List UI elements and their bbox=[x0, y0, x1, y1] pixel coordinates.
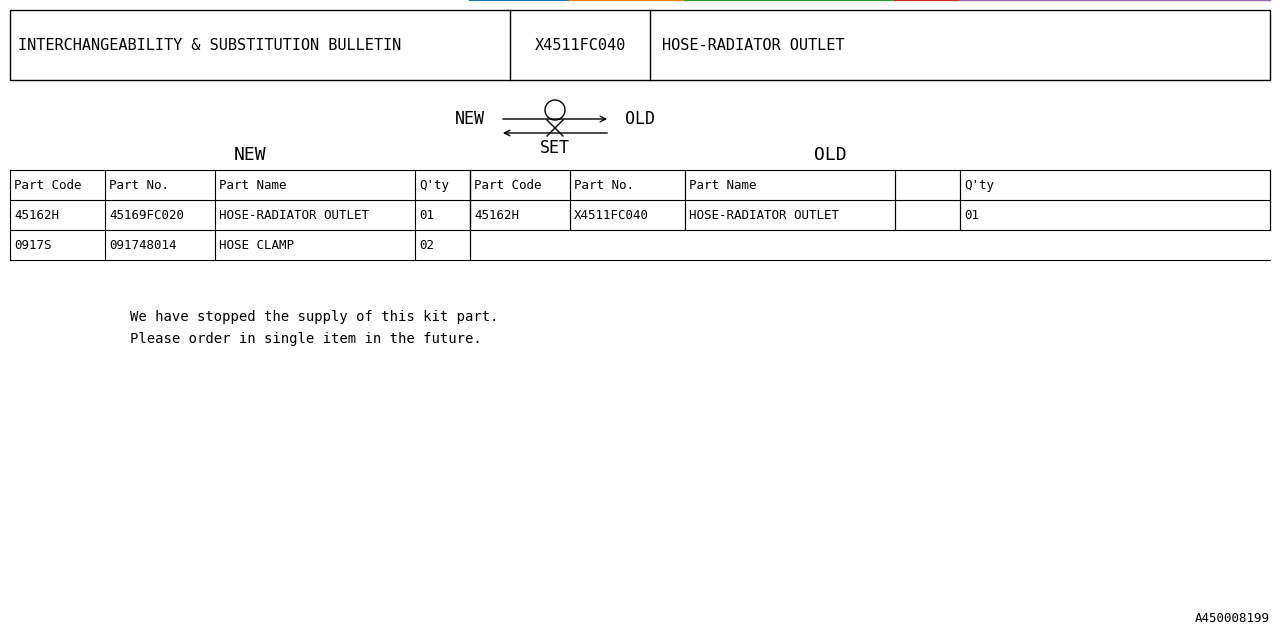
Text: Q'ty: Q'ty bbox=[964, 179, 995, 191]
Text: OLD: OLD bbox=[625, 110, 655, 128]
Text: HOSE-RADIATOR OUTLET: HOSE-RADIATOR OUTLET bbox=[662, 38, 845, 52]
Text: 091748014: 091748014 bbox=[109, 239, 177, 252]
Text: Part No.: Part No. bbox=[109, 179, 169, 191]
Text: Part Code: Part Code bbox=[14, 179, 82, 191]
Text: 01: 01 bbox=[964, 209, 979, 221]
Text: HOSE-RADIATOR OUTLET: HOSE-RADIATOR OUTLET bbox=[689, 209, 838, 221]
Bar bbox=[10, 10, 1270, 80]
Text: X4511FC040: X4511FC040 bbox=[534, 38, 626, 52]
Text: X4511FC040: X4511FC040 bbox=[573, 209, 649, 221]
Text: We have stopped the supply of this kit part.: We have stopped the supply of this kit p… bbox=[131, 310, 498, 324]
Text: Part Name: Part Name bbox=[689, 179, 756, 191]
Text: 02: 02 bbox=[419, 239, 434, 252]
Text: 45169FC020: 45169FC020 bbox=[109, 209, 184, 221]
Text: Part Name: Part Name bbox=[219, 179, 287, 191]
Text: Part No.: Part No. bbox=[573, 179, 634, 191]
Text: 0917S: 0917S bbox=[14, 239, 51, 252]
Text: SET: SET bbox=[540, 139, 570, 157]
Text: Q'ty: Q'ty bbox=[419, 179, 449, 191]
Text: 01: 01 bbox=[419, 209, 434, 221]
Text: Part Code: Part Code bbox=[474, 179, 541, 191]
Text: 45162H: 45162H bbox=[474, 209, 518, 221]
Text: INTERCHANGEABILITY & SUBSTITUTION BULLETIN: INTERCHANGEABILITY & SUBSTITUTION BULLET… bbox=[18, 38, 401, 52]
Text: A450008199: A450008199 bbox=[1196, 612, 1270, 625]
Text: OLD: OLD bbox=[814, 146, 846, 164]
Text: NEW: NEW bbox=[454, 110, 485, 128]
Text: 45162H: 45162H bbox=[14, 209, 59, 221]
Text: HOSE CLAMP: HOSE CLAMP bbox=[219, 239, 294, 252]
Text: Please order in single item in the future.: Please order in single item in the futur… bbox=[131, 332, 481, 346]
Text: HOSE-RADIATOR OUTLET: HOSE-RADIATOR OUTLET bbox=[219, 209, 369, 221]
Text: NEW: NEW bbox=[234, 146, 266, 164]
